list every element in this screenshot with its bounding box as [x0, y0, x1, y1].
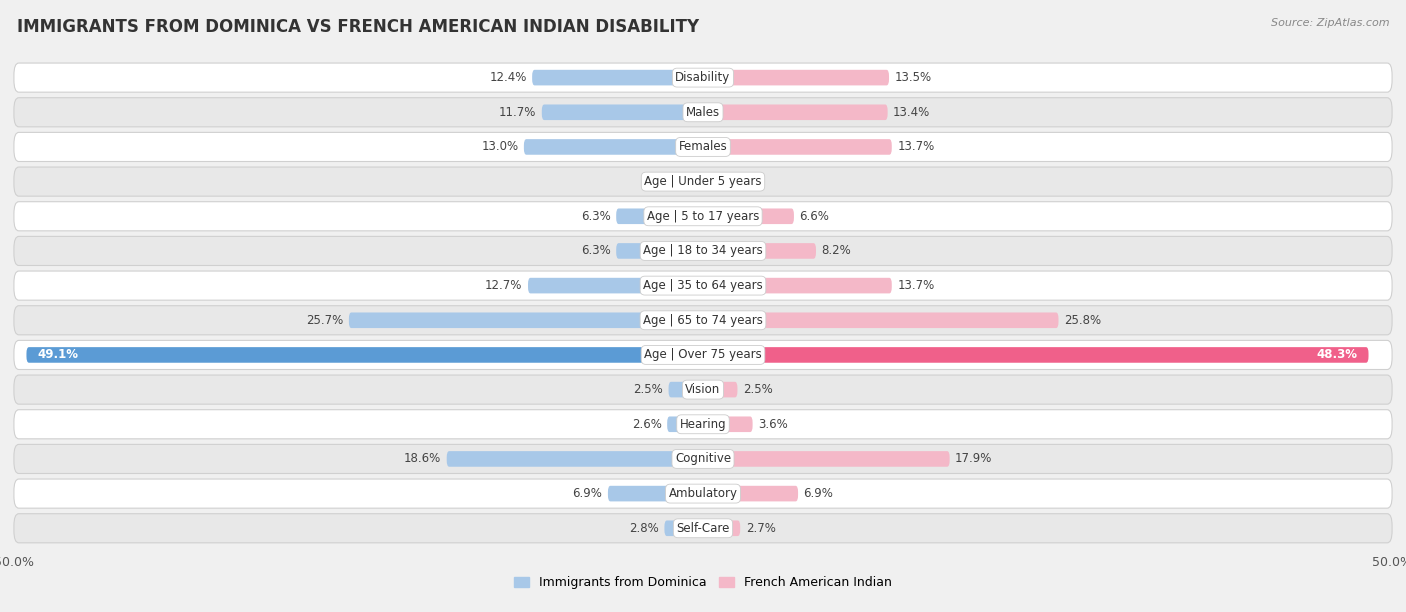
- FancyBboxPatch shape: [14, 98, 1392, 127]
- Text: Ambulatory: Ambulatory: [668, 487, 738, 500]
- Text: Age | 35 to 64 years: Age | 35 to 64 years: [643, 279, 763, 292]
- Text: Females: Females: [679, 140, 727, 154]
- Text: 25.8%: 25.8%: [1064, 314, 1101, 327]
- FancyBboxPatch shape: [703, 520, 740, 536]
- FancyBboxPatch shape: [703, 209, 794, 224]
- Text: Age | 5 to 17 years: Age | 5 to 17 years: [647, 210, 759, 223]
- Text: Source: ZipAtlas.com: Source: ZipAtlas.com: [1271, 18, 1389, 28]
- FancyBboxPatch shape: [447, 451, 703, 467]
- Text: Age | 65 to 74 years: Age | 65 to 74 years: [643, 314, 763, 327]
- Text: 11.7%: 11.7%: [499, 106, 536, 119]
- FancyBboxPatch shape: [529, 278, 703, 293]
- Text: 6.9%: 6.9%: [804, 487, 834, 500]
- Text: 17.9%: 17.9%: [955, 452, 993, 466]
- FancyBboxPatch shape: [27, 347, 703, 363]
- Text: 6.3%: 6.3%: [581, 244, 610, 258]
- FancyBboxPatch shape: [14, 271, 1392, 300]
- Text: Hearing: Hearing: [679, 418, 727, 431]
- FancyBboxPatch shape: [703, 417, 752, 432]
- Text: 6.9%: 6.9%: [572, 487, 602, 500]
- Text: Disability: Disability: [675, 71, 731, 84]
- FancyBboxPatch shape: [703, 382, 738, 397]
- Text: Cognitive: Cognitive: [675, 452, 731, 466]
- FancyBboxPatch shape: [524, 139, 703, 155]
- Text: 12.4%: 12.4%: [489, 71, 527, 84]
- FancyBboxPatch shape: [616, 209, 703, 224]
- Text: Self-Care: Self-Care: [676, 522, 730, 535]
- FancyBboxPatch shape: [14, 236, 1392, 266]
- FancyBboxPatch shape: [703, 486, 799, 501]
- Text: 3.6%: 3.6%: [758, 418, 787, 431]
- Text: Age | Under 5 years: Age | Under 5 years: [644, 175, 762, 188]
- FancyBboxPatch shape: [14, 202, 1392, 231]
- FancyBboxPatch shape: [14, 479, 1392, 508]
- Text: Vision: Vision: [685, 383, 721, 396]
- Text: 6.3%: 6.3%: [581, 210, 610, 223]
- Text: Age | Over 75 years: Age | Over 75 years: [644, 348, 762, 362]
- Text: 18.6%: 18.6%: [404, 452, 441, 466]
- Text: 13.7%: 13.7%: [897, 279, 935, 292]
- FancyBboxPatch shape: [669, 382, 703, 397]
- FancyBboxPatch shape: [703, 105, 887, 120]
- Text: Males: Males: [686, 106, 720, 119]
- Text: 13.4%: 13.4%: [893, 106, 931, 119]
- Text: 8.2%: 8.2%: [821, 244, 851, 258]
- FancyBboxPatch shape: [14, 444, 1392, 474]
- Text: 1.3%: 1.3%: [727, 175, 756, 188]
- Text: 2.5%: 2.5%: [633, 383, 664, 396]
- FancyBboxPatch shape: [14, 167, 1392, 196]
- FancyBboxPatch shape: [683, 174, 703, 189]
- Text: Age | 18 to 34 years: Age | 18 to 34 years: [643, 244, 763, 258]
- FancyBboxPatch shape: [14, 63, 1392, 92]
- Text: 13.5%: 13.5%: [894, 71, 932, 84]
- FancyBboxPatch shape: [703, 243, 815, 259]
- FancyBboxPatch shape: [607, 486, 703, 501]
- FancyBboxPatch shape: [14, 306, 1392, 335]
- Legend: Immigrants from Dominica, French American Indian: Immigrants from Dominica, French America…: [509, 571, 897, 594]
- Text: 48.3%: 48.3%: [1316, 348, 1358, 362]
- Text: 25.7%: 25.7%: [307, 314, 343, 327]
- FancyBboxPatch shape: [541, 105, 703, 120]
- FancyBboxPatch shape: [14, 375, 1392, 404]
- FancyBboxPatch shape: [703, 313, 1059, 328]
- Text: 13.0%: 13.0%: [481, 140, 519, 154]
- FancyBboxPatch shape: [703, 278, 891, 293]
- FancyBboxPatch shape: [703, 347, 1368, 363]
- FancyBboxPatch shape: [531, 70, 703, 86]
- Text: 49.1%: 49.1%: [38, 348, 79, 362]
- FancyBboxPatch shape: [668, 417, 703, 432]
- Text: 13.7%: 13.7%: [897, 140, 935, 154]
- FancyBboxPatch shape: [703, 174, 721, 189]
- FancyBboxPatch shape: [14, 132, 1392, 162]
- Text: 1.4%: 1.4%: [648, 175, 678, 188]
- Text: 2.7%: 2.7%: [745, 522, 776, 535]
- FancyBboxPatch shape: [703, 451, 949, 467]
- FancyBboxPatch shape: [14, 340, 1392, 370]
- FancyBboxPatch shape: [703, 70, 889, 86]
- FancyBboxPatch shape: [703, 139, 891, 155]
- Text: 2.8%: 2.8%: [628, 522, 659, 535]
- FancyBboxPatch shape: [665, 520, 703, 536]
- FancyBboxPatch shape: [349, 313, 703, 328]
- FancyBboxPatch shape: [14, 513, 1392, 543]
- FancyBboxPatch shape: [14, 409, 1392, 439]
- Text: 6.6%: 6.6%: [800, 210, 830, 223]
- FancyBboxPatch shape: [616, 243, 703, 259]
- Text: IMMIGRANTS FROM DOMINICA VS FRENCH AMERICAN INDIAN DISABILITY: IMMIGRANTS FROM DOMINICA VS FRENCH AMERI…: [17, 18, 699, 36]
- Text: 2.5%: 2.5%: [742, 383, 773, 396]
- Text: 2.6%: 2.6%: [631, 418, 662, 431]
- Text: 12.7%: 12.7%: [485, 279, 523, 292]
